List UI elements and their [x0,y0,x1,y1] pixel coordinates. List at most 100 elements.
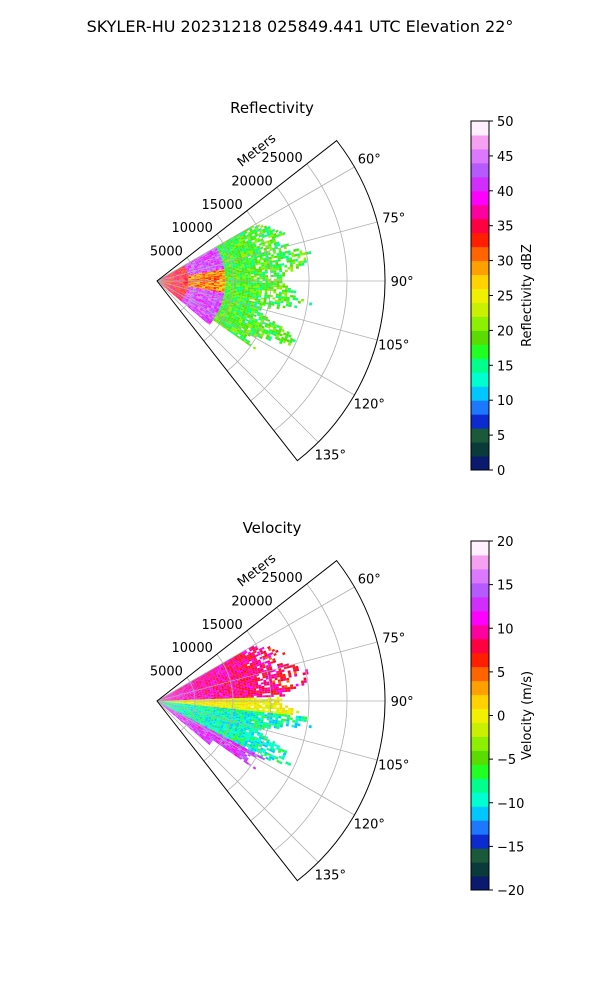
data-cell [223,253,227,256]
data-cell [233,676,237,679]
data-cell [210,306,214,309]
data-cell [216,679,220,682]
data-cell [251,319,255,323]
data-cell [261,332,265,336]
data-cell [233,286,237,288]
data-cell [246,236,250,239]
data-cell [228,238,232,241]
data-cell [235,238,239,241]
data-cell [293,686,297,690]
data-cell [162,283,165,285]
data-cell [208,297,212,300]
data-cell [202,682,206,685]
data-cell [194,294,198,296]
data-cell [229,304,233,307]
data-cell [214,674,218,677]
data-cell [197,311,201,315]
data-cell [216,271,220,273]
data-cell [165,288,169,291]
data-cell [242,300,246,304]
data-cell [182,277,186,279]
data-cell [247,266,251,269]
data-cell [287,710,291,713]
data-cell [167,275,171,278]
data-cell [257,260,261,264]
data-cell [226,659,230,663]
data-cell [161,284,164,287]
data-cell [213,312,217,316]
data-cell [216,246,220,249]
data-cell [234,309,238,312]
data-cell [216,272,220,274]
data-cell [225,283,229,285]
data-cell [239,706,243,709]
data-cell [216,704,220,706]
data-cell [221,321,225,325]
data-cell [257,311,261,315]
data-cell [235,268,239,270]
data-cell [223,266,227,268]
data-cell [241,320,245,324]
data-cell [221,662,225,666]
data-cell [188,275,191,277]
data-cell [187,684,191,687]
data-cell [230,310,234,314]
data-cell [259,271,263,274]
data-cell [198,315,202,318]
data-cell [250,287,254,290]
data-cell [202,255,206,258]
data-cell [202,309,206,312]
data-cell [235,314,239,317]
data-cell [215,677,219,680]
data-cell [250,230,254,234]
data-cell [201,261,205,263]
data-cell [275,334,280,338]
data-cell [195,309,199,312]
data-cell [247,293,251,296]
panel-title: Reflectivity [230,99,314,117]
data-cell [254,318,259,322]
data-cell [224,662,228,665]
data-cell [254,261,258,264]
data-cell [209,676,213,679]
data-cell [188,699,192,701]
data-cell [265,281,269,283]
data-cell [198,681,202,684]
data-cell [188,265,191,268]
data-cell [167,696,171,698]
data-cell [268,321,273,325]
data-cell [249,262,253,265]
data-cell [284,712,288,715]
data-cell [186,292,189,294]
data-cell [241,294,245,297]
data-cell [164,284,168,286]
data-cell [172,293,176,295]
data-cell [219,274,223,276]
data-cell [231,663,235,667]
data-cell [232,659,236,663]
data-cell [175,271,178,273]
data-cell [246,671,250,674]
data-cell [239,286,243,289]
data-cell [225,320,229,324]
data-cell [268,281,271,283]
data-cell [207,299,211,302]
data-cell [202,296,206,298]
data-cell [170,275,174,277]
data-cell [275,649,279,653]
data-cell [233,289,237,291]
data-cell [239,698,243,700]
data-cell [202,286,206,288]
data-cell [240,242,244,246]
data-cell [213,253,217,256]
data-cell [169,693,173,695]
data-cell [198,311,201,314]
data-cell [213,679,217,682]
data-cell [208,254,212,257]
data-cell [205,676,209,679]
data-cell [254,298,258,301]
data-cell [222,277,226,279]
data-cell [222,703,226,705]
data-cell [231,670,235,673]
data-cell [230,660,234,664]
